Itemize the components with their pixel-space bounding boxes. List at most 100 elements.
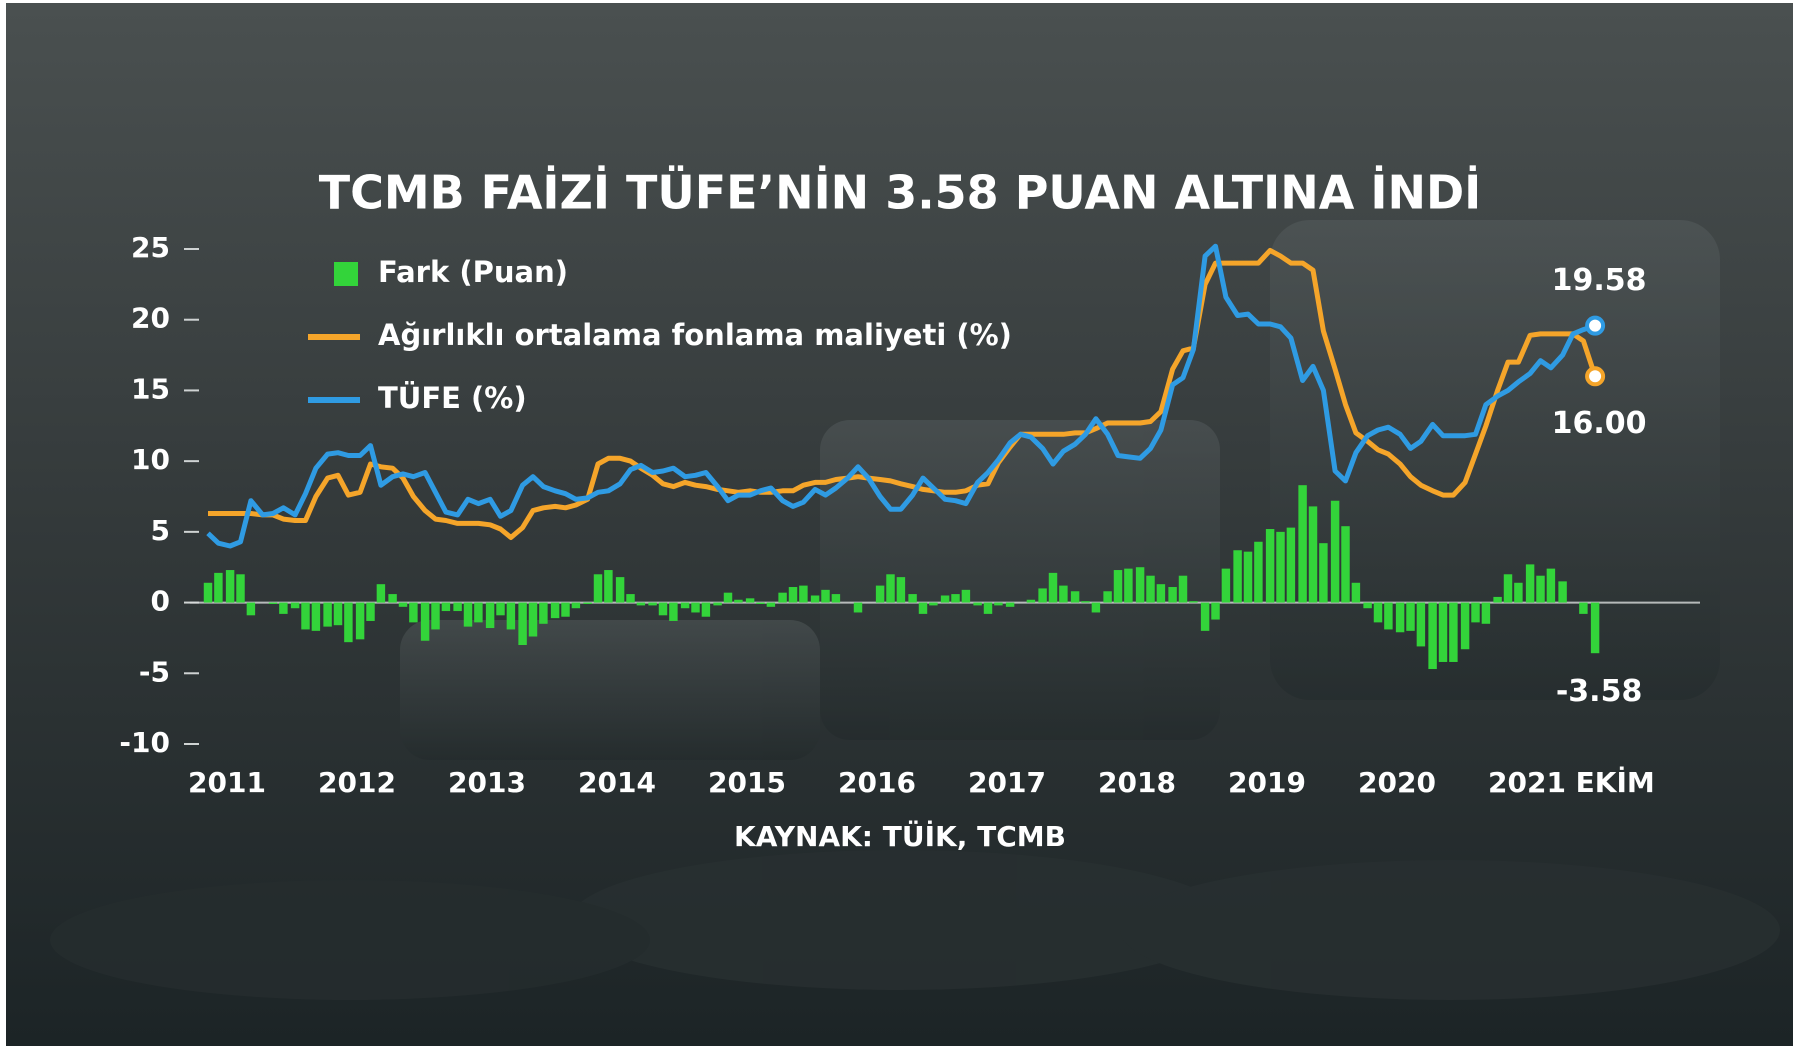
chart: TCMB FAİZİ TÜFE’NİN 3.58 PUAN ALTINA İND… bbox=[0, 0, 1799, 1049]
legend-label: Ağırlıklı ortalama fonlama maliyeti (%) bbox=[378, 318, 1012, 352]
bar bbox=[1591, 603, 1599, 654]
bar bbox=[799, 586, 807, 603]
bar bbox=[756, 603, 764, 604]
x-tick-label: 2013 bbox=[448, 766, 526, 799]
bar bbox=[1331, 501, 1339, 603]
bar bbox=[583, 603, 591, 604]
x-tick-label: 2021 EKİM bbox=[1488, 765, 1655, 799]
y-tick-label: 0 bbox=[151, 585, 170, 618]
bar bbox=[1341, 526, 1349, 602]
bar bbox=[1504, 574, 1512, 602]
bar bbox=[734, 600, 742, 603]
bar bbox=[236, 574, 244, 602]
bar bbox=[323, 603, 331, 627]
bar bbox=[1038, 588, 1046, 602]
value-label: 16.00 bbox=[1552, 406, 1647, 441]
legend-label: Fark (Puan) bbox=[378, 255, 568, 289]
bar bbox=[1157, 584, 1165, 602]
bar bbox=[1201, 603, 1209, 631]
bar bbox=[604, 570, 612, 603]
bar bbox=[1254, 542, 1262, 603]
bar bbox=[1309, 506, 1317, 602]
bar bbox=[1449, 603, 1457, 662]
bar bbox=[962, 590, 970, 603]
x-tick-label: 2020 bbox=[1358, 766, 1436, 799]
value-label: -3.58 bbox=[1556, 674, 1642, 709]
bar bbox=[854, 603, 862, 613]
x-tick-label: 2014 bbox=[578, 766, 656, 799]
bar bbox=[1049, 573, 1057, 603]
bar bbox=[1114, 570, 1122, 603]
bar bbox=[669, 603, 677, 621]
bar bbox=[204, 583, 212, 603]
y-tick-label: 5 bbox=[151, 514, 170, 547]
bar bbox=[572, 603, 580, 609]
bar bbox=[1406, 603, 1414, 631]
y-tick-label: -5 bbox=[139, 655, 170, 688]
bar bbox=[1298, 485, 1306, 602]
bar bbox=[1092, 603, 1100, 613]
x-tick-label: 2018 bbox=[1098, 766, 1176, 799]
bar bbox=[1374, 603, 1382, 623]
bar bbox=[356, 603, 364, 640]
bar bbox=[518, 603, 526, 645]
bar bbox=[994, 603, 1002, 606]
bar bbox=[1428, 603, 1436, 669]
bar bbox=[421, 603, 429, 641]
x-tick-label: 2011 bbox=[188, 766, 266, 799]
bar bbox=[1526, 564, 1534, 602]
bar bbox=[344, 603, 352, 643]
bar bbox=[1168, 587, 1176, 603]
bar bbox=[1266, 529, 1274, 603]
bar bbox=[929, 603, 937, 606]
bar bbox=[908, 594, 916, 602]
x-tick-label: 2017 bbox=[968, 766, 1046, 799]
bar bbox=[1244, 552, 1252, 603]
bar bbox=[746, 598, 754, 602]
bar bbox=[247, 603, 255, 616]
bar bbox=[681, 603, 689, 609]
bar bbox=[626, 594, 634, 602]
bar bbox=[431, 603, 439, 630]
bar bbox=[226, 570, 234, 603]
bar bbox=[377, 584, 385, 602]
x-tick-label: 2019 bbox=[1228, 766, 1306, 799]
bar bbox=[951, 594, 959, 602]
bar bbox=[919, 603, 927, 614]
bar bbox=[1439, 603, 1447, 662]
bar bbox=[1146, 576, 1154, 603]
bar bbox=[616, 577, 624, 602]
bar bbox=[1233, 550, 1241, 602]
bar bbox=[724, 593, 732, 603]
page: TCMB FAİZİ TÜFE’NİN 3.58 PUAN ALTINA İND… bbox=[0, 0, 1799, 1049]
bar bbox=[767, 603, 775, 607]
bar bbox=[594, 574, 602, 602]
bar bbox=[1482, 603, 1490, 624]
bar bbox=[1384, 603, 1392, 630]
bar bbox=[778, 593, 786, 603]
bar bbox=[1287, 528, 1295, 603]
bar bbox=[1103, 591, 1111, 602]
bar bbox=[659, 603, 667, 616]
y-tick-label: 15 bbox=[131, 372, 170, 405]
legend-label: TÜFE (%) bbox=[378, 381, 527, 415]
bar bbox=[442, 603, 450, 611]
bar bbox=[409, 603, 417, 623]
bar bbox=[1081, 601, 1089, 602]
bar bbox=[474, 603, 482, 623]
bar bbox=[507, 603, 515, 630]
source: KAYNAK: TÜİK, TCMB bbox=[734, 819, 1066, 853]
bar bbox=[1319, 543, 1327, 602]
bar bbox=[691, 603, 699, 613]
bar bbox=[312, 603, 320, 631]
bar bbox=[399, 603, 407, 607]
bar bbox=[1071, 591, 1079, 602]
bar bbox=[366, 603, 374, 621]
bar bbox=[1471, 603, 1479, 623]
bar bbox=[334, 603, 342, 626]
bar bbox=[984, 603, 992, 614]
bar bbox=[529, 603, 537, 637]
bar bbox=[1363, 603, 1371, 609]
bar bbox=[1514, 583, 1522, 603]
bar bbox=[1536, 576, 1544, 603]
